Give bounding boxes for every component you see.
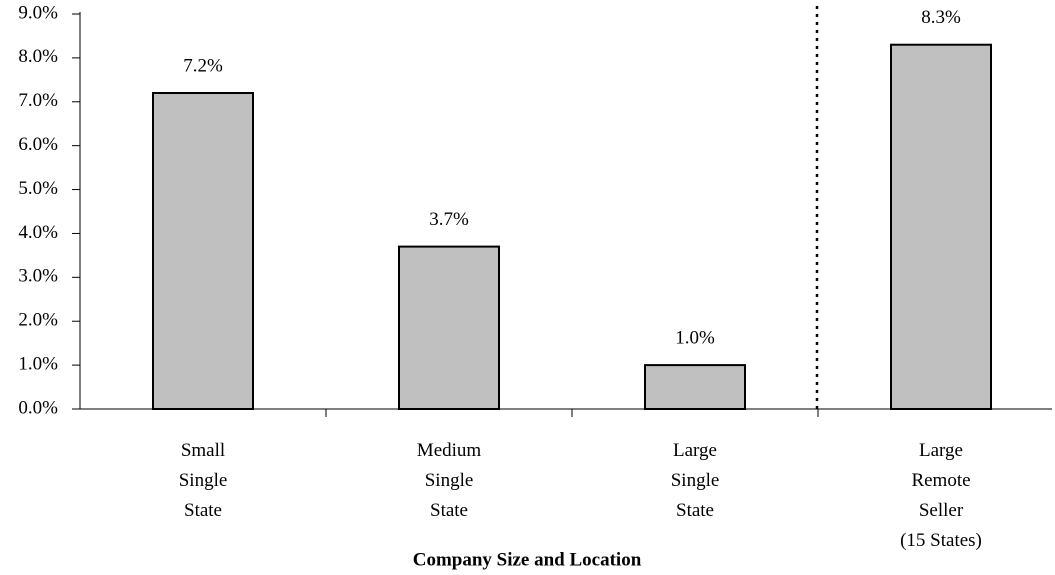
value-label: 7.2%	[183, 55, 223, 76]
y-tick-label: 9.0%	[18, 2, 58, 23]
x-axis-title: Company Size and Location	[413, 549, 642, 570]
value-label: 3.7%	[429, 209, 469, 230]
y-tick-label: 5.0%	[18, 178, 58, 199]
y-tick-label: 0.0%	[18, 397, 58, 418]
x-tick-label: Medium Single State	[417, 440, 482, 521]
value-label: 8.3%	[921, 7, 961, 28]
x-tick-label: Large Single State	[671, 440, 720, 521]
y-tick-label: 6.0%	[18, 134, 58, 155]
bar	[398, 245, 500, 410]
x-tick-label: Small Single State	[179, 440, 228, 521]
x-tick-label: Large Remote Seller (15 States)	[900, 440, 982, 551]
y-tick-label: 1.0%	[18, 353, 58, 374]
y-tick-label: 4.0%	[18, 222, 58, 243]
y-tick-label: 7.0%	[18, 90, 58, 111]
bar	[644, 364, 746, 411]
bar	[890, 43, 992, 410]
y-tick-label: 3.0%	[18, 266, 58, 287]
y-tick-label: 2.0%	[18, 310, 58, 331]
y-tick-label: 8.0%	[18, 46, 58, 67]
bar	[152, 92, 254, 410]
value-label: 1.0%	[675, 327, 715, 348]
